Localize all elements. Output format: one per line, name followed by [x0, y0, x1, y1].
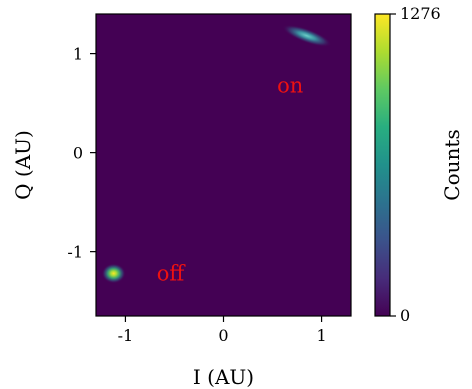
annotation-off: off: [157, 261, 187, 285]
plot-area: on off: [95, 13, 352, 317]
colorbar-label: Counts: [440, 129, 464, 200]
x-tick-label: -1: [118, 326, 134, 345]
annotation-on: on: [277, 73, 303, 97]
colorbar-frame: [374, 13, 391, 317]
colorbar-tick-label: 0: [400, 306, 410, 325]
y-tick-label: -1: [67, 243, 83, 262]
x-tick-label: 0: [218, 326, 228, 345]
y-tick-label: 1: [73, 45, 83, 64]
x-tick-label: 1: [316, 326, 326, 345]
colorbar-gradient: [375, 14, 390, 316]
x-axis-label: I (AU): [193, 365, 254, 389]
y-axis-label: Q (AU): [11, 130, 35, 200]
cluster-on: [282, 24, 332, 47]
colorbar-ticks: 0 1276: [390, 4, 441, 325]
colorbar-tick-label: 1276: [400, 4, 441, 23]
y-axis-ticks: -1 0 1: [67, 45, 96, 262]
heatmap-background: [96, 14, 351, 316]
y-tick-label: 0: [73, 144, 83, 163]
annotations: on off: [157, 73, 304, 285]
colorbar: 0 1276 Counts: [374, 4, 464, 325]
x-axis-ticks: -1 0 1: [118, 316, 327, 345]
cluster-off: [101, 263, 126, 284]
heatmap-clusters: [101, 24, 332, 284]
